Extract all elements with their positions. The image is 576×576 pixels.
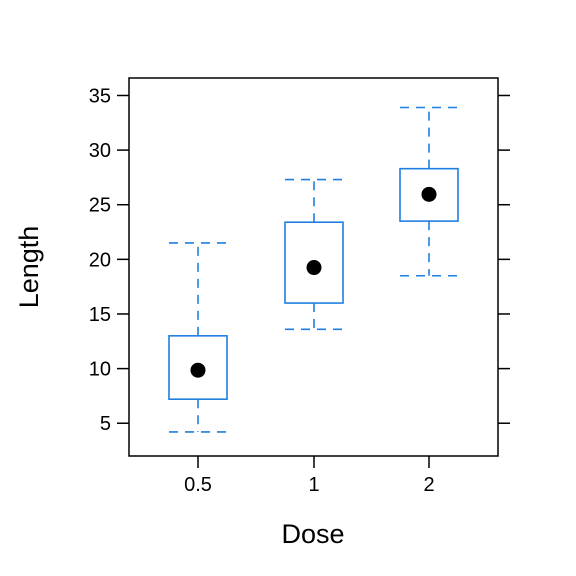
box-iqr xyxy=(168,335,228,400)
box-group xyxy=(168,242,228,433)
box-group xyxy=(399,106,459,277)
x-tick-label: 2 xyxy=(423,474,434,496)
y-tick-label: 5 xyxy=(100,413,111,435)
y-tick-label: 25 xyxy=(89,195,111,217)
y-tick-label: 10 xyxy=(89,359,111,381)
median-dot xyxy=(306,260,322,276)
y-axis-right xyxy=(498,94,510,424)
median-dot xyxy=(190,362,206,378)
x-tick-label: 0.5 xyxy=(184,474,212,496)
box-series xyxy=(168,106,459,433)
y-tick-label: 30 xyxy=(89,140,111,162)
y-axis-left: 5 10 15 20 25 30 35 xyxy=(89,85,129,435)
x-tick-label: 1 xyxy=(308,474,319,496)
y-tick-label: 15 xyxy=(89,304,111,326)
x-axis: 0.5 1 2 xyxy=(184,456,435,496)
median-dot xyxy=(421,186,437,202)
y-axis-title: Length xyxy=(14,226,44,309)
y-tick-label: 20 xyxy=(89,249,111,271)
y-tick-label: 35 xyxy=(89,85,111,107)
x-axis-title: Dose xyxy=(281,519,344,549)
box-iqr xyxy=(284,221,344,304)
box-iqr xyxy=(399,167,459,222)
box-group xyxy=(284,178,344,331)
